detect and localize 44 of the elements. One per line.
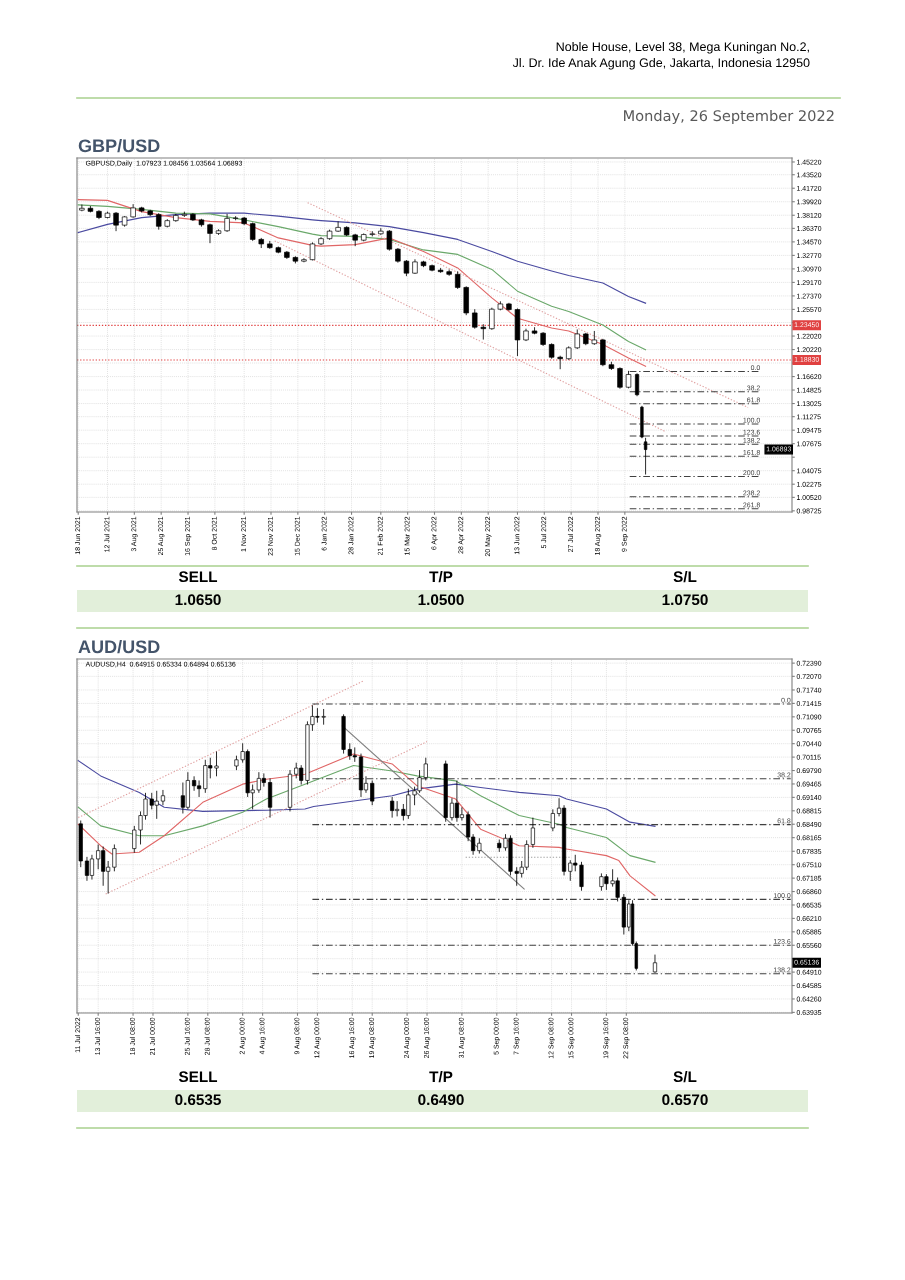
candlestick bbox=[489, 307, 495, 331]
candlestick bbox=[530, 817, 535, 849]
candlestick bbox=[335, 220, 341, 233]
text: SELL bbox=[178, 571, 218, 583]
candlestick bbox=[386, 229, 393, 252]
text: Noble House, Level 38, Mega Kuningan No.2, bbox=[556, 41, 809, 54]
text: T/P bbox=[429, 570, 453, 583]
candlestick bbox=[192, 775, 197, 792]
candlestick bbox=[113, 211, 119, 232]
line-series bbox=[77, 760, 656, 827]
text: S/L bbox=[673, 570, 697, 583]
candlestick bbox=[550, 808, 555, 832]
candlestick bbox=[574, 329, 580, 350]
text: 1.0750 bbox=[662, 594, 708, 606]
text: SELL bbox=[178, 1071, 218, 1083]
line-series bbox=[77, 212, 647, 304]
text: 1.0500 bbox=[418, 594, 464, 606]
candlestick bbox=[370, 780, 375, 806]
text: T/P bbox=[429, 1070, 453, 1083]
candlestick bbox=[446, 269, 452, 277]
chart-title: GBP/USD bbox=[78, 138, 160, 153]
candlestick bbox=[557, 355, 563, 370]
candlestick bbox=[89, 854, 95, 880]
text: 0.6490 bbox=[418, 1094, 464, 1106]
chart-title: AUD/USD bbox=[78, 639, 160, 654]
candlestick bbox=[160, 789, 166, 806]
candlestick bbox=[652, 954, 658, 974]
text: Monday, 26 September 2022 bbox=[624, 109, 834, 125]
candlestick bbox=[79, 204, 85, 212]
candlestick bbox=[480, 323, 486, 340]
candlestick bbox=[390, 796, 395, 819]
text: 1.0650 bbox=[175, 594, 221, 606]
candlestick bbox=[459, 806, 464, 821]
line-series bbox=[77, 765, 656, 863]
candlestick bbox=[634, 372, 640, 397]
text: 0.6535 bbox=[175, 1094, 221, 1106]
candlestick bbox=[472, 308, 478, 330]
candlestick bbox=[84, 856, 90, 882]
text: Jl. Dr. Ide Anak Agung Gde, Jakarta, Indonesia 12950 bbox=[512, 57, 810, 70]
text: S/L bbox=[673, 1070, 697, 1083]
candlestick bbox=[643, 437, 648, 475]
candlestick bbox=[617, 366, 623, 390]
text: 0.6570 bbox=[662, 1094, 708, 1106]
candlestick bbox=[224, 213, 230, 233]
